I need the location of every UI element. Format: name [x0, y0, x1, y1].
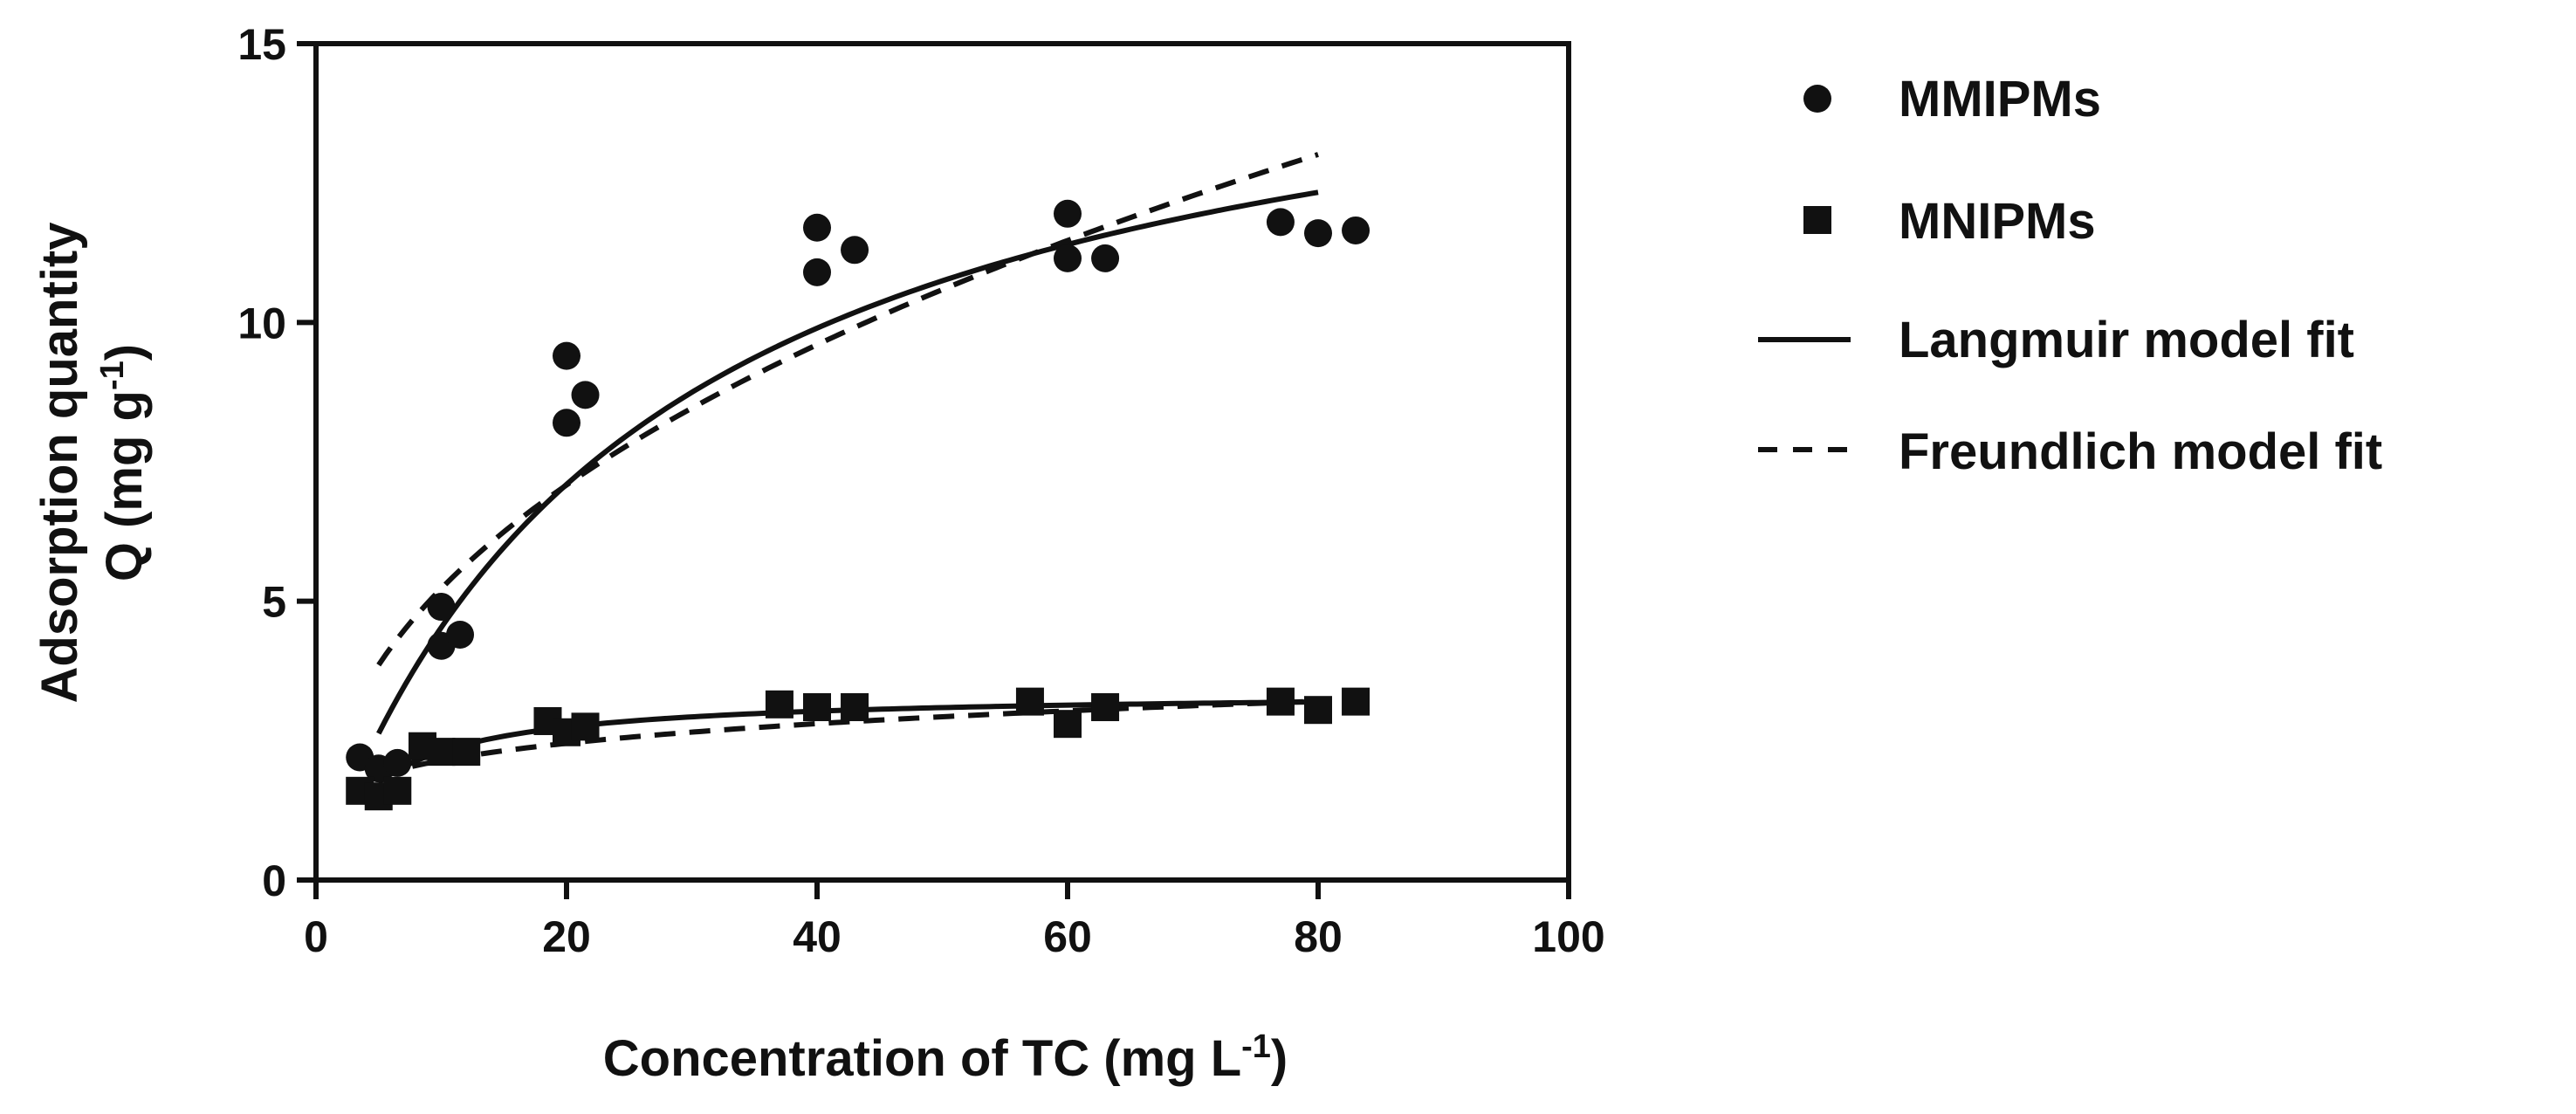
point-mnipms	[841, 693, 869, 722]
data-markers	[346, 199, 1370, 811]
point-mmipms	[1054, 199, 1082, 228]
legend-square-marker	[1803, 206, 1831, 234]
point-mmipms	[841, 236, 869, 265]
point-mmipms	[1342, 216, 1370, 244]
point-mnipms	[1015, 687, 1044, 716]
x-tick-label: 80	[1294, 912, 1343, 961]
legend-label-langmuir: Langmuir model fit	[1899, 312, 2354, 368]
point-mnipms	[452, 738, 481, 767]
x-tick-label: 20	[542, 912, 591, 961]
y-axis-title-line2-main: Q (mg g	[96, 390, 153, 581]
legend-label-mnipms: MNIPMs	[1899, 193, 2096, 250]
point-mmipms	[446, 620, 475, 649]
point-mnipms	[1266, 687, 1295, 716]
y-tick-label: 5	[262, 578, 286, 627]
point-mnipms	[1054, 710, 1082, 739]
point-mnipms	[383, 776, 412, 805]
x-tick-label: 40	[793, 912, 841, 961]
langmuir-fit-mmipms	[376, 189, 1319, 735]
y-axis-title-line2: Q (mg g-1)	[94, 344, 153, 581]
point-mmipms	[1054, 244, 1082, 272]
point-mmipms	[553, 409, 580, 437]
legend-label-freundlich: Freundlich model fit	[1899, 423, 2382, 480]
legend-circle-marker	[1803, 85, 1831, 113]
point-mmipms	[1091, 244, 1120, 272]
point-mmipms	[1266, 208, 1295, 237]
y-tick-label: 0	[262, 856, 286, 905]
y-axis-title-superscript: -1	[94, 361, 131, 390]
legend: MMIPMs MNIPMs Langmuir model fit Freundl…	[1758, 71, 2382, 480]
point-mmipms	[571, 381, 600, 409]
x-axis-ticks: 0 20 40 60 80 100	[304, 880, 1605, 961]
y-axis-title: Adsorption quantity Q (mg g-1)	[31, 223, 153, 704]
point-mmipms	[427, 593, 456, 622]
point-mnipms	[765, 690, 793, 719]
x-tick-label: 60	[1043, 912, 1092, 961]
point-mmipms	[803, 258, 831, 286]
x-tick-label: 100	[1532, 912, 1604, 961]
freundlich-fit-mmipms	[376, 152, 1319, 667]
point-mnipms	[1342, 687, 1370, 716]
point-mnipms	[803, 693, 831, 722]
point-mmipms	[1304, 219, 1332, 248]
y-tick-label: 10	[237, 299, 286, 347]
point-mmipms	[383, 748, 412, 777]
y-tick-label: 15	[237, 20, 286, 69]
y-axis-title-end: )	[96, 344, 153, 361]
x-axis-title-end: )	[1271, 1030, 1288, 1087]
x-tick-label: 0	[304, 912, 328, 961]
point-mnipms	[427, 738, 456, 767]
point-mmipms	[803, 213, 831, 242]
plot-frame	[313, 41, 1571, 883]
plot-area	[313, 41, 1571, 883]
point-mnipms	[1304, 696, 1332, 725]
legend-label-mmipms: MMIPMs	[1899, 71, 2101, 127]
y-axis-ticks: 0 5 10 15	[237, 20, 316, 905]
y-axis-title-line1: Adsorption quantity	[31, 223, 88, 704]
point-mnipms	[1091, 693, 1120, 722]
point-mnipms	[571, 712, 600, 741]
point-mmipms	[553, 341, 580, 370]
x-axis-title-main: Concentration of TC (mg L	[603, 1030, 1241, 1087]
x-axis-title: Concentration of TC (mg L-1)	[603, 1028, 1288, 1087]
freundlich-fit-mnipms	[377, 698, 1319, 779]
x-axis-title-superscript: -1	[1241, 1028, 1271, 1065]
